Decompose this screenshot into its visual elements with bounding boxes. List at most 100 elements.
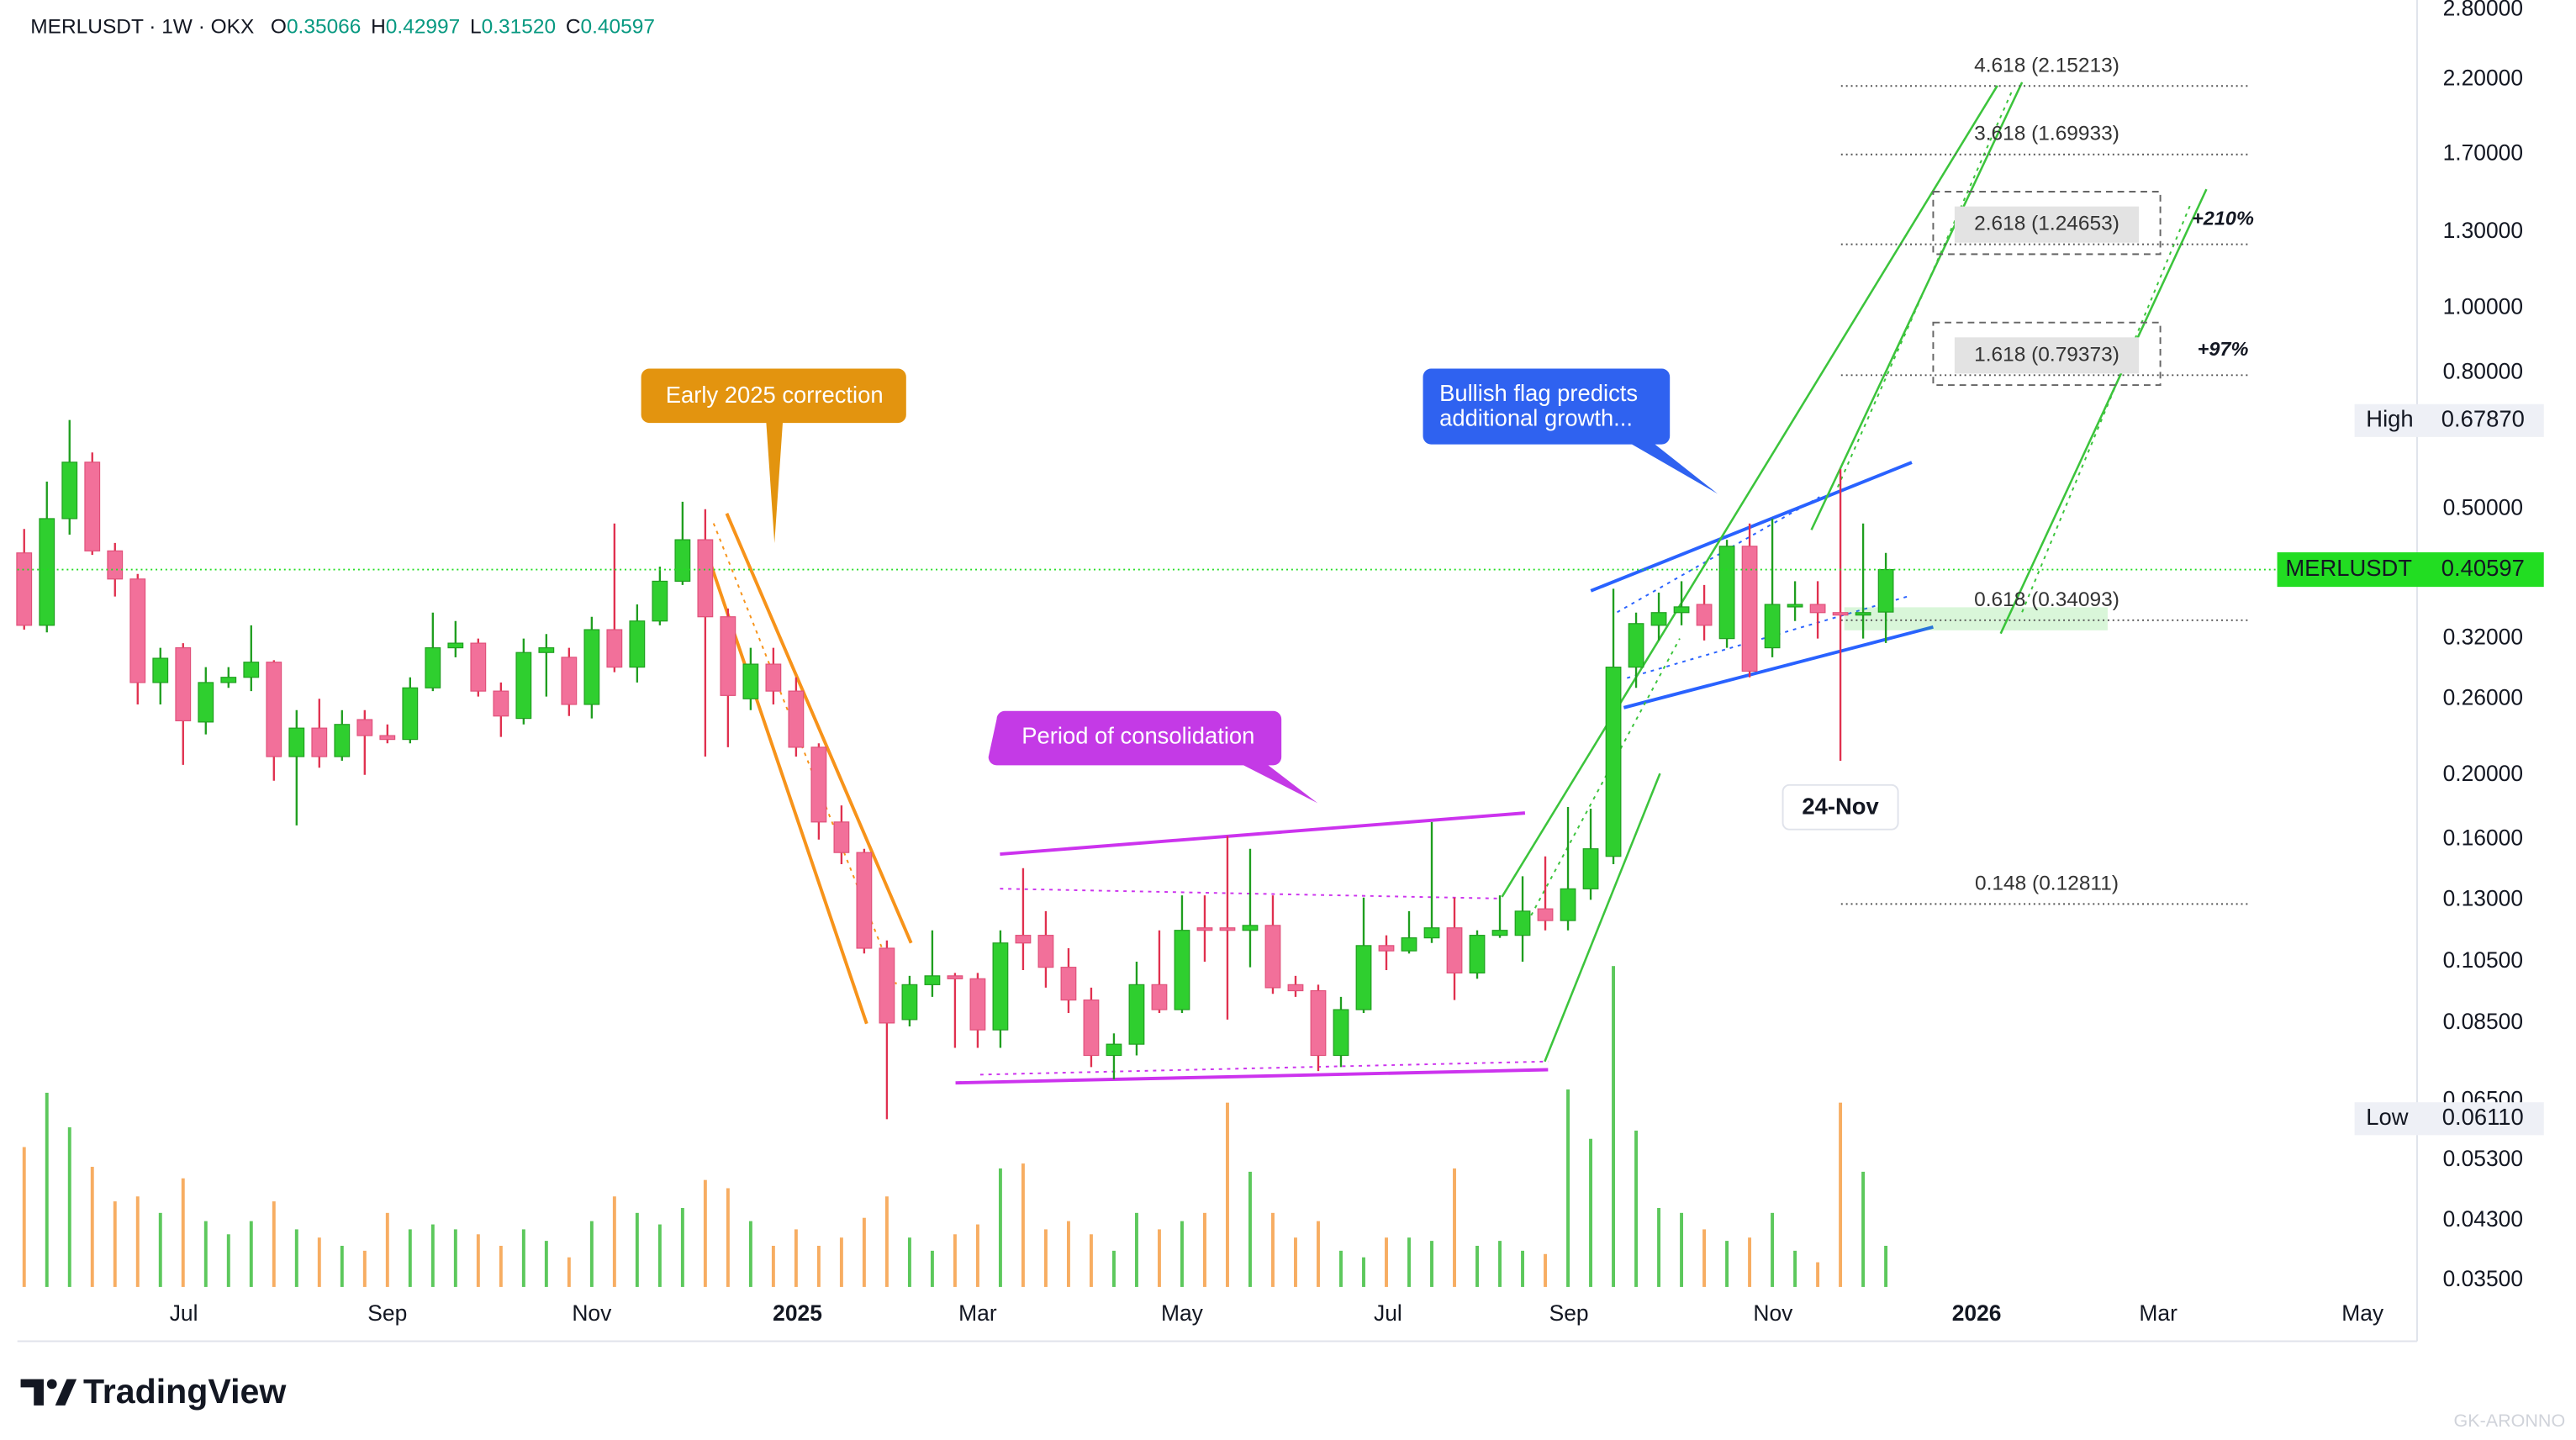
trend-line	[1836, 90, 2014, 488]
volume-bar	[1134, 1212, 1138, 1287]
volume-bar	[1430, 1241, 1433, 1287]
candle-body	[924, 975, 941, 985]
volume-bar	[158, 1212, 162, 1287]
callout-box	[1423, 368, 1718, 494]
candle-body	[447, 642, 464, 649]
y-tick-label: 1.30000	[2443, 218, 2523, 243]
candle-body	[1673, 606, 1690, 614]
ohlc-key: H	[371, 16, 386, 39]
y-tick-label: 2.80000	[2443, 0, 2523, 20]
volume-bar	[1226, 1102, 1229, 1287]
candle-body	[1037, 935, 1054, 968]
volume-bar	[1612, 966, 1615, 1287]
candle-body	[947, 975, 963, 979]
volume-bar	[998, 1168, 1002, 1287]
volume-bar	[181, 1178, 185, 1287]
trend-line	[1617, 496, 1820, 614]
price-label-name: High	[2366, 406, 2413, 432]
price-label-bg	[2354, 404, 2544, 437]
volume-bar	[589, 1221, 594, 1287]
candle-body	[1582, 848, 1599, 889]
ohlc-value: 0.35066	[287, 16, 361, 39]
candle-body	[1628, 623, 1644, 668]
volume-bar	[1362, 1257, 1365, 1287]
candle-body	[1741, 546, 1758, 672]
callout-text: Bullish flag predicts	[1439, 380, 1638, 406]
fib-label: 3.618 (1.69933)	[1974, 123, 2119, 145]
target-box	[1932, 191, 2162, 256]
x-tick-label: Nov	[572, 1300, 612, 1326]
ohlc-value: 0.40597	[580, 16, 654, 39]
callout-box	[988, 710, 1318, 804]
volume-bar	[1657, 1207, 1661, 1287]
volume-bar	[1725, 1241, 1729, 1287]
trend-line	[1501, 85, 1998, 898]
x-tick-label: 2025	[773, 1300, 822, 1326]
volume-bar	[67, 1127, 71, 1287]
candle-body	[1537, 908, 1554, 921]
volume-bar	[1180, 1221, 1184, 1287]
candle-body	[1855, 612, 1871, 616]
candle-body	[493, 690, 509, 717]
trend-line	[1623, 625, 1934, 709]
callout-text: additional growth...	[1439, 404, 1633, 430]
candle-body	[674, 539, 691, 583]
price-label-value: 0.40597	[2441, 555, 2525, 581]
trend-line	[725, 513, 913, 944]
volume-bar	[362, 1250, 367, 1287]
candle-body	[1106, 1043, 1122, 1057]
volume-bar	[1589, 1138, 1592, 1287]
volume-bar	[385, 1212, 389, 1287]
volume-bar	[1793, 1250, 1797, 1287]
candle-body	[1446, 927, 1463, 974]
candle-body	[1083, 1000, 1100, 1057]
y-tick-label: 0.05300	[2443, 1146, 2523, 1171]
volume-bar	[1271, 1212, 1275, 1287]
volume-bar	[839, 1237, 843, 1287]
volume-bar	[567, 1257, 571, 1287]
fib-label-bg	[1954, 206, 2140, 243]
volume-bar	[45, 1092, 49, 1287]
volume-bar	[1157, 1229, 1161, 1287]
candle-body	[1333, 1009, 1349, 1057]
ohlc-key: C	[566, 16, 581, 39]
candle-body	[1128, 984, 1145, 1045]
volume-bar	[430, 1224, 435, 1287]
candle-body	[1718, 546, 1735, 640]
candle-body	[288, 727, 305, 757]
volume-bar	[1771, 1212, 1775, 1287]
callout-consolidation: Period of consolidation	[988, 710, 1318, 804]
candle-body	[334, 724, 351, 757]
volume-bar	[90, 1167, 94, 1287]
volume-bar	[1566, 1089, 1570, 1287]
candle-body	[1060, 967, 1077, 1001]
candle-body	[175, 647, 192, 722]
candle-body	[969, 978, 986, 1031]
x-tick-label: May	[1161, 1300, 1204, 1326]
volume-bar	[1203, 1212, 1206, 1287]
ohlc-value: 0.31520	[482, 16, 556, 39]
volume-bar	[476, 1234, 480, 1287]
x-tick-label: Sep	[1549, 1300, 1589, 1326]
volume-bar	[884, 1196, 889, 1287]
volume-bar	[816, 1245, 821, 1287]
y-tick-label: 0.04300	[2443, 1206, 2523, 1232]
chart-header: MERLUSDT · 1W · OKX O0.35066 H0.42997 L0.31…	[30, 16, 655, 39]
volume-bar	[521, 1229, 525, 1287]
volume-bar	[1043, 1229, 1048, 1287]
candle-body	[1787, 604, 1803, 608]
candle-body	[1560, 888, 1576, 921]
y-tick-label: 0.08500	[2443, 1009, 2523, 1034]
price-label-bg	[2277, 552, 2544, 588]
x-tick-label: Jul	[1374, 1300, 1402, 1326]
volume-bar	[680, 1207, 684, 1287]
callout-box	[641, 368, 906, 544]
candle-body	[311, 727, 328, 757]
price-label-bg	[2354, 1102, 2544, 1136]
candle-body	[356, 719, 373, 736]
brand-logo: TradingView	[20, 1372, 287, 1411]
date-label-bg	[1782, 783, 1899, 831]
candle-body	[1378, 945, 1395, 952]
candle-body	[1764, 604, 1781, 649]
